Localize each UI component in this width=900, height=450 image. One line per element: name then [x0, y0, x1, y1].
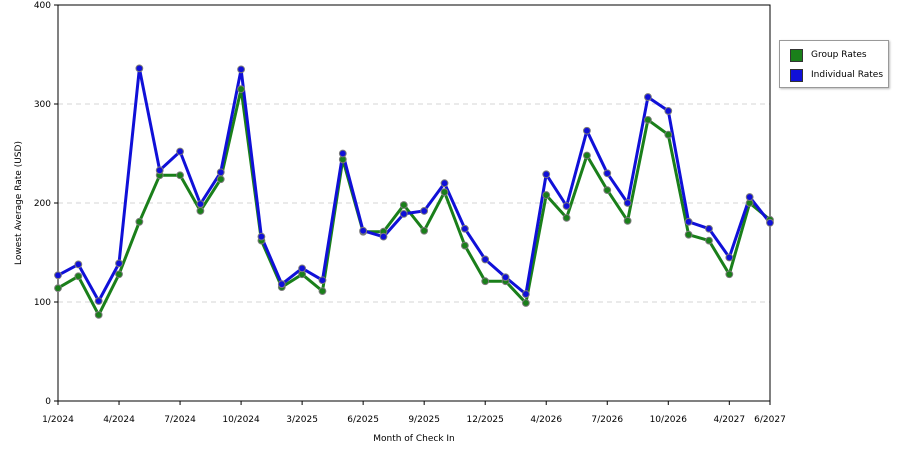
data-point-individual-rates: [257, 232, 266, 241]
x-tick-label: 10/2024: [222, 415, 260, 425]
data-point-group-rates: [664, 130, 673, 139]
x-tick-label: 10/2026: [650, 415, 688, 425]
axes: 0 100 200 300 400 1/2024 4/2024 7/2024 10/2024 3/…: [34, 1, 786, 425]
data-point-group-rates: [237, 85, 245, 94]
data-point-individual-rates: [94, 297, 103, 305]
series-line-individual-rates: [57, 66, 772, 303]
x-axis-title: Month of Check In: [373, 434, 455, 444]
data-point-individual-rates: [521, 290, 530, 298]
data-point-group-rates: [420, 226, 429, 235]
data-point-individual-rates: [705, 224, 713, 233]
data-point-individual-rates: [644, 93, 652, 101]
data-point-group-rates: [481, 277, 490, 286]
y-tick-label: 200: [34, 199, 51, 209]
legend-label-group-rates: Group Rates: [811, 50, 867, 60]
data-point-group-rates: [440, 188, 449, 197]
data-point-individual-rates: [623, 199, 632, 207]
data-point-individual-rates: [603, 169, 612, 178]
grid-lines: [58, 103, 770, 303]
y-axis-title: Lowest Average Rate (USD): [14, 141, 24, 265]
data-point-group-rates: [115, 270, 123, 279]
data-point-group-rates: [74, 272, 83, 281]
data-point-individual-rates: [135, 64, 144, 73]
data-point-individual-rates: [583, 126, 591, 135]
data-point-individual-rates: [216, 168, 225, 177]
data-point-individual-rates: [745, 193, 754, 201]
data-point-individual-rates: [684, 217, 693, 226]
data-point-individual-rates: [725, 253, 734, 262]
data-point-group-rates: [460, 241, 469, 250]
data-point-group-rates: [176, 171, 184, 180]
data-point-individual-rates: [542, 170, 551, 179]
y-tick-label: 0: [45, 397, 51, 407]
data-point-individual-rates: [74, 260, 83, 269]
data-point-individual-rates: [664, 107, 673, 115]
x-tick-label: 6/2027: [754, 415, 786, 425]
x-tick-label: 3/2025: [286, 415, 318, 425]
series-layer: [54, 64, 774, 319]
data-point-individual-rates: [359, 226, 368, 235]
data-point-group-rates: [725, 270, 734, 279]
x-tick-label: 4/2027: [713, 415, 745, 425]
data-point-individual-rates: [318, 276, 327, 285]
data-point-individual-rates: [501, 273, 510, 282]
data-point-group-rates: [684, 230, 693, 239]
data-point-group-rates: [399, 201, 408, 209]
x-tick-label: 4/2026: [530, 415, 562, 425]
data-point-group-rates: [196, 207, 205, 215]
data-point-individual-rates: [338, 149, 347, 158]
data-point-individual-rates: [115, 259, 123, 268]
x-tick-label: 6/2025: [347, 415, 379, 425]
series-line-group-rates: [57, 87, 771, 317]
data-point-individual-rates: [176, 147, 184, 156]
data-point-individual-rates: [399, 209, 408, 218]
data-point-individual-rates: [420, 207, 429, 215]
data-point-individual-rates: [237, 65, 245, 74]
data-point-group-rates: [216, 175, 225, 184]
data-point-group-rates: [705, 236, 713, 245]
x-tick-label: 1/2024: [42, 415, 74, 425]
data-point-individual-rates: [379, 232, 388, 241]
y-tick-label: 100: [34, 298, 51, 308]
y-tick-label: 300: [34, 100, 51, 110]
x-tick-label: 7/2024: [164, 415, 196, 425]
data-point-group-rates: [603, 186, 612, 195]
data-point-individual-rates: [766, 218, 774, 227]
data-point-group-rates: [94, 310, 103, 319]
x-tick-label: 7/2026: [591, 415, 623, 425]
legend-label-individual-rates: Individual Rates: [811, 70, 884, 80]
data-point-group-rates: [318, 287, 327, 296]
data-point-individual-rates: [155, 166, 164, 175]
data-point-individual-rates: [298, 264, 307, 273]
data-point-group-rates: [521, 299, 530, 307]
data-point-individual-rates: [562, 202, 571, 210]
legend-swatch-group-rates: [790, 48, 803, 62]
x-tick-label: 9/2025: [408, 415, 440, 425]
legend-item-group-rates: Group Rates: [790, 48, 867, 62]
data-point-individual-rates: [440, 179, 449, 188]
x-tick-label: 4/2024: [103, 415, 135, 425]
data-point-individual-rates: [460, 224, 469, 233]
data-point-group-rates: [135, 217, 144, 226]
data-point-individual-rates: [277, 280, 286, 289]
data-point-individual-rates: [54, 271, 62, 280]
data-point-individual-rates: [481, 255, 490, 264]
x-tick-label: 12/2025: [467, 415, 504, 425]
data-point-individual-rates: [196, 200, 205, 208]
data-point-group-rates: [583, 151, 591, 160]
legend-item-individual-rates: Individual Rates: [790, 68, 883, 82]
data-point-group-rates: [562, 213, 571, 222]
y-tick-label: 400: [34, 1, 51, 11]
data-point-group-rates: [644, 115, 652, 124]
data-point-group-rates: [542, 191, 551, 199]
data-point-group-rates: [623, 216, 632, 225]
legend-swatch-individual-rates: [790, 68, 803, 82]
data-point-group-rates: [54, 284, 62, 293]
legend: Group Rates Individual Rates: [779, 40, 889, 88]
